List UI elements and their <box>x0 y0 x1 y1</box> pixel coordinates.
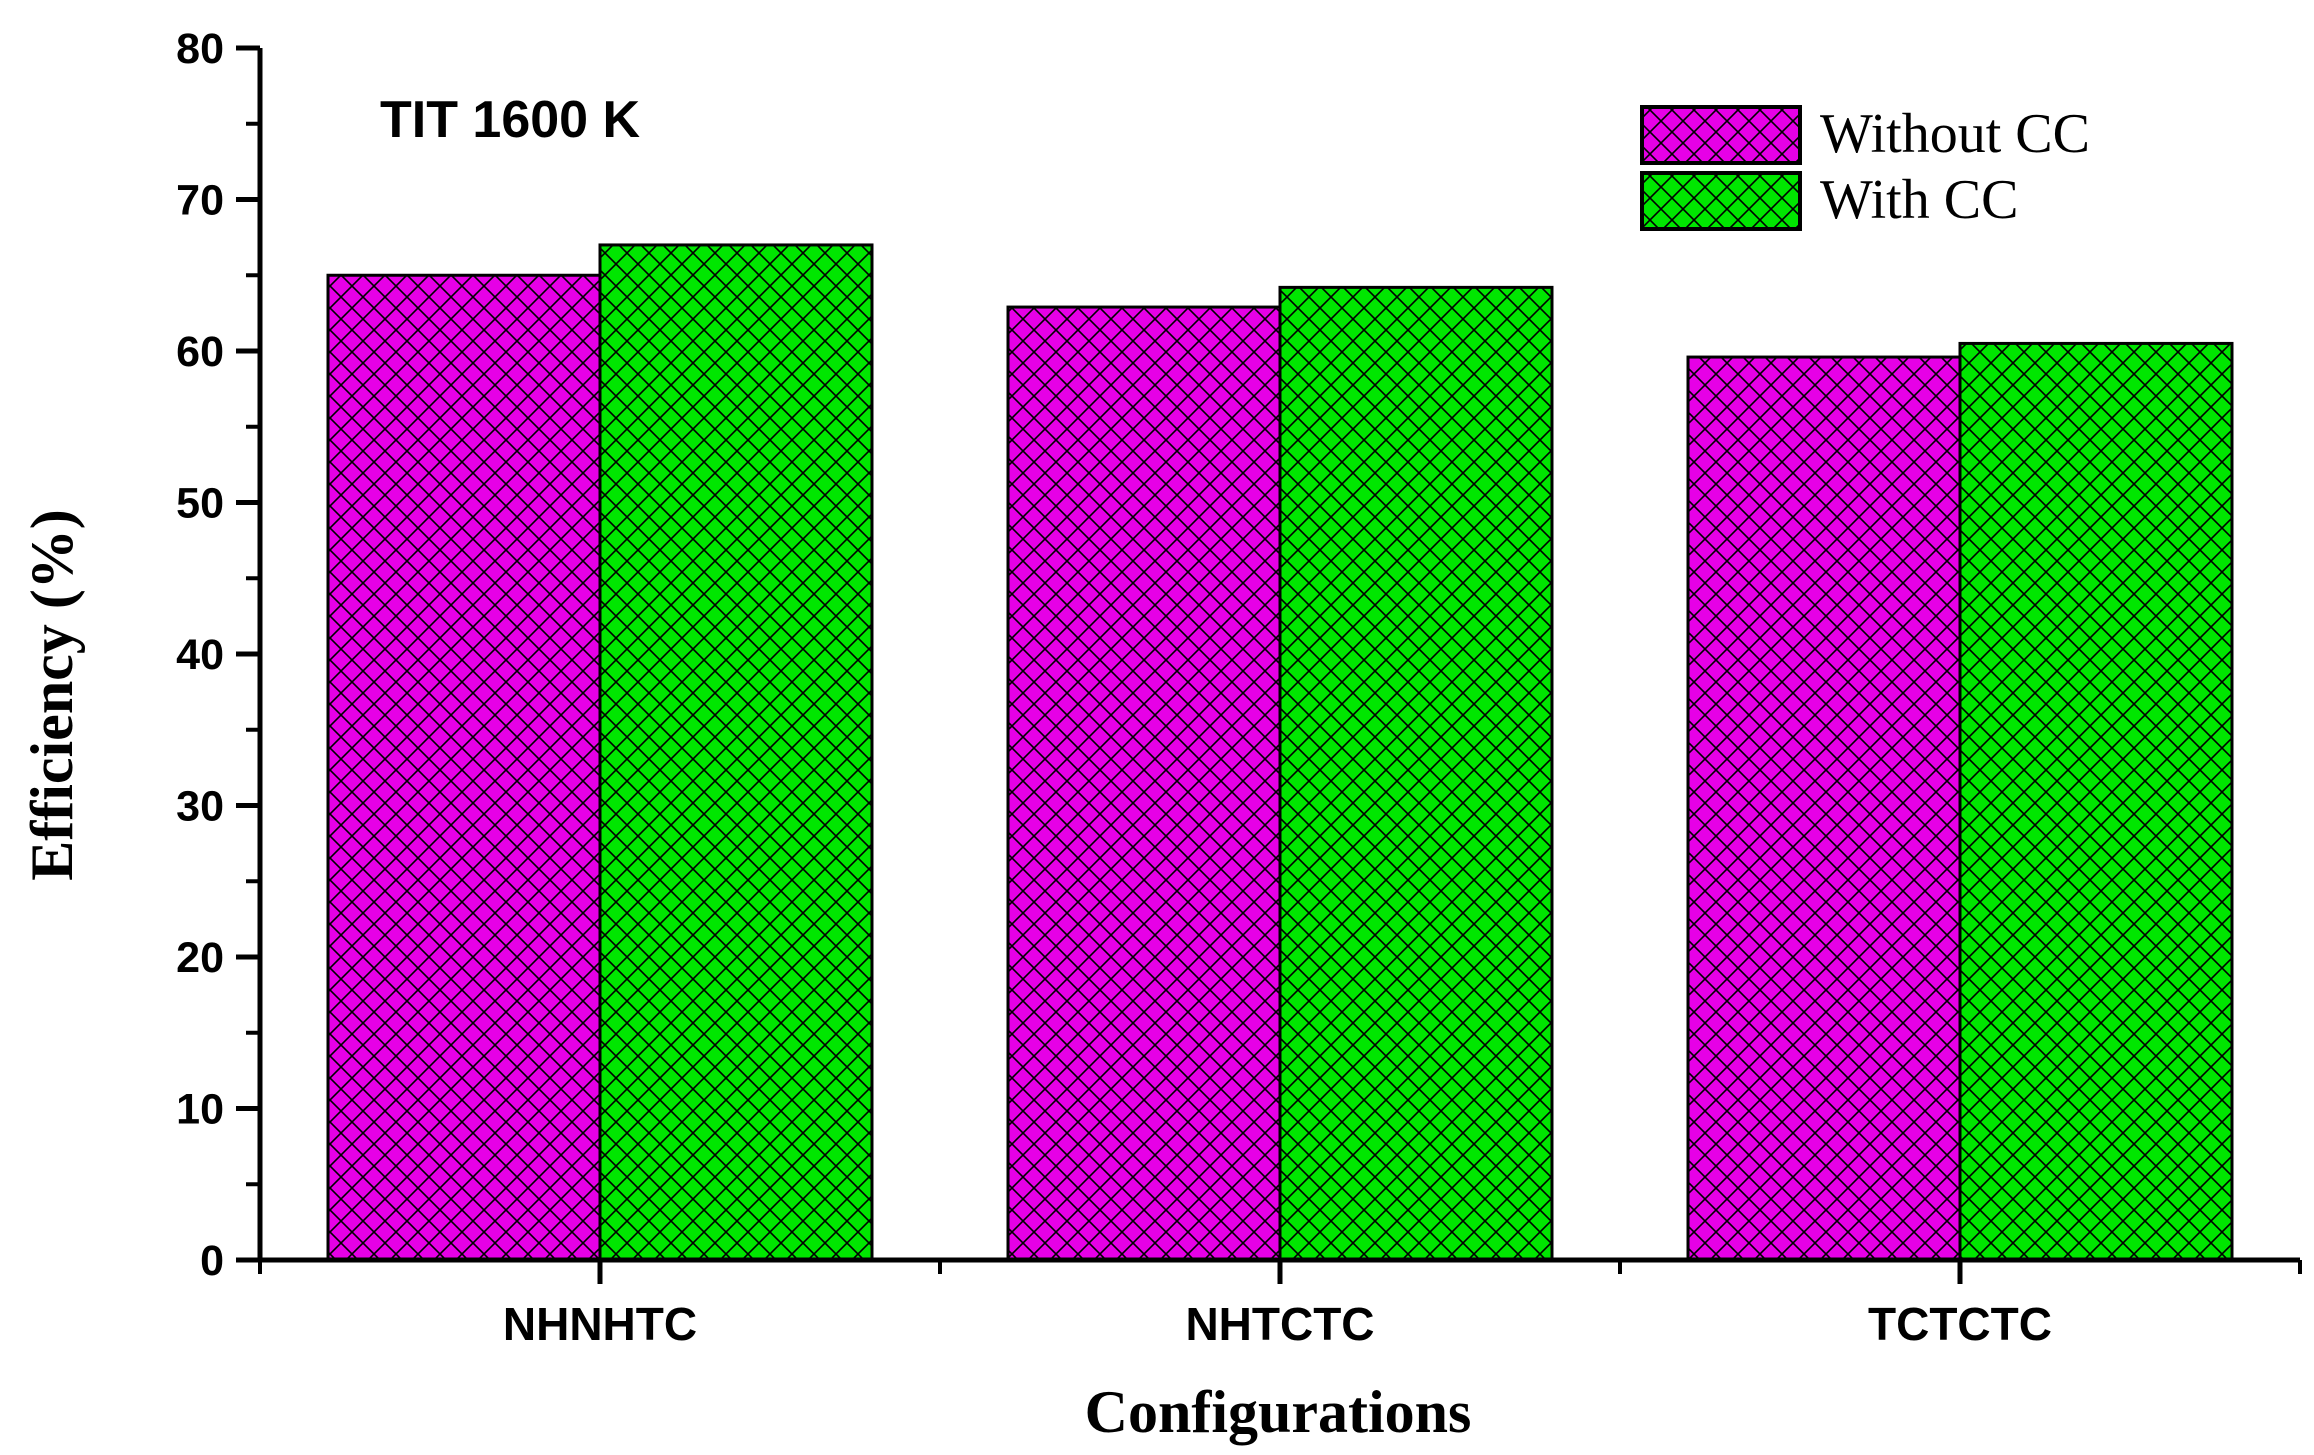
x-tick-label: NHTCTC <box>1185 1298 1374 1350</box>
bar-nhnhtc-series-0 <box>326 273 602 1262</box>
legend-label-without-cc: Without CC <box>1820 103 2090 165</box>
y-axis-title: Efficiency (%) <box>19 509 85 881</box>
y-tick-label: 50 <box>176 480 224 528</box>
y-tick-label: 60 <box>176 328 224 376</box>
y-tick-label: 40 <box>176 631 224 679</box>
legend-label-with-cc: With CC <box>1820 169 2018 231</box>
legend-swatch-with-cc <box>1640 171 1802 231</box>
x-tick-label: TCTCTC <box>1868 1298 2052 1350</box>
y-tick-label: 70 <box>176 177 224 225</box>
x-axis-title: Configurations <box>1085 1379 1472 1445</box>
bar-tctctc-series-1 <box>1958 341 2234 1262</box>
y-tick-label: 10 <box>176 1086 224 1134</box>
y-tick-label: 80 <box>176 25 224 73</box>
legend-swatch-without-cc <box>1640 105 1802 165</box>
x-tick-label: NHNHTC <box>503 1298 697 1350</box>
bar-tctctc-series-0 <box>1686 355 1962 1262</box>
y-tick-label: 30 <box>176 783 224 831</box>
y-tick-label: 20 <box>176 934 224 982</box>
bar-nhtctc-series-0 <box>1006 305 1282 1262</box>
bar-nhtctc-series-1 <box>1278 285 1554 1262</box>
x-ticks-group: NHNHTC NHTCTC TCTCTC <box>258 1260 2302 1350</box>
chart-annotation: TIT 1600 K <box>380 91 641 149</box>
bar-nhnhtc-series-1 <box>598 243 874 1262</box>
y-tick-label: 0 <box>200 1237 224 1285</box>
legend: Without CC With CC <box>1640 103 2090 231</box>
bars-group <box>326 243 2234 1262</box>
y-ticks-group: 0 10 20 30 40 50 60 70 80 <box>176 25 260 1285</box>
